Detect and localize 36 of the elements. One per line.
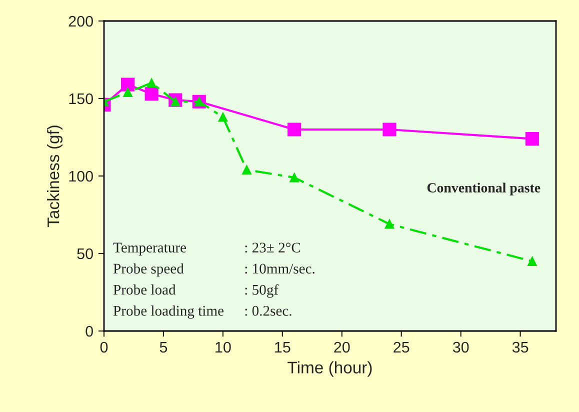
x-tick-label: 20 (334, 342, 350, 353)
point (121, 78, 135, 92)
y-tick-label: 0 (86, 326, 93, 337)
annotation: Probe load (113, 284, 176, 295)
annotation: Probe speed (113, 263, 184, 277)
point (242, 165, 252, 174)
point (123, 88, 132, 97)
point (384, 219, 394, 229)
y-tick-label: 100 (69, 170, 93, 182)
x-tick-label: 15 (275, 342, 290, 353)
annotation: Temperature (113, 242, 186, 256)
annotation: : 50gf (245, 284, 279, 298)
y-tick-label: 150 (69, 93, 93, 104)
point (528, 256, 537, 266)
annotation: Probe loading time (113, 305, 224, 319)
point (290, 172, 299, 182)
x-tick-label: 30 (452, 342, 469, 353)
y-tick-label: 200 (68, 16, 93, 27)
point (525, 132, 539, 146)
annotation: : 23± 2°C (245, 242, 300, 253)
point (144, 87, 158, 101)
y-axis-title: Tackiness (gf) (47, 126, 63, 228)
x-tick-label: 5 (160, 342, 168, 353)
x-tick-label: 10 (216, 342, 231, 353)
x-tick-label: 0 (100, 342, 108, 353)
x-tick-label: 35 (512, 342, 528, 353)
annotation: : 0.2sec. (245, 306, 292, 316)
point (288, 122, 302, 136)
point (382, 122, 396, 136)
point (218, 112, 228, 122)
annotation: : 10mm/sec. (245, 264, 314, 274)
y-tick-label: 50 (77, 248, 93, 260)
x-axis-title: Time (hour) (288, 361, 372, 377)
point (146, 78, 156, 88)
text: Conventional paste (427, 182, 540, 196)
x-tick-label: 25 (394, 342, 410, 353)
